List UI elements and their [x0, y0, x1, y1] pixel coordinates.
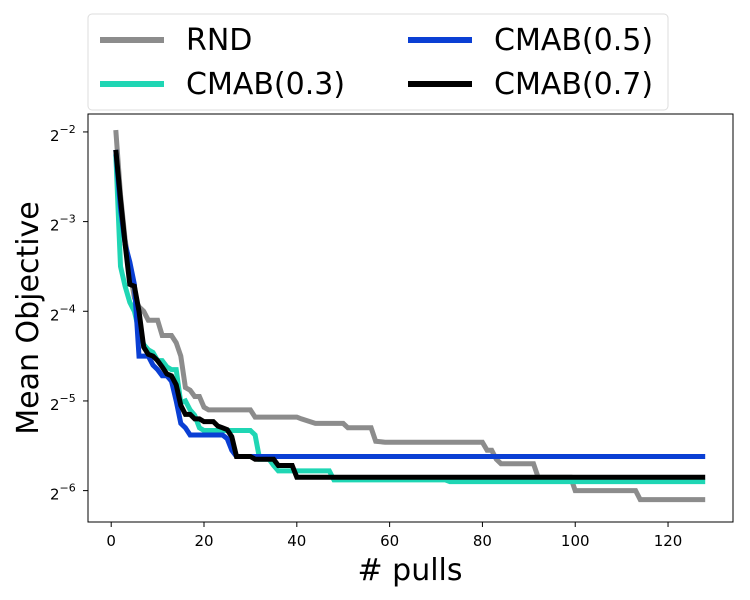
x-tick-label: 20 — [194, 532, 213, 550]
x-axis: 0 20 40 60 80 100 120 # pulls — [106, 522, 682, 588]
y-tick-label: 2−6 — [50, 482, 76, 504]
y-tick-label: 2−4 — [50, 302, 76, 324]
y-tick-base: 2 — [50, 306, 60, 324]
series-line-cmab-0-7 — [113, 149, 706, 480]
legend-label-cmab-0-3: CMAB(0.3) — [186, 67, 345, 102]
series-group — [113, 129, 706, 503]
y-tick-exponent: −3 — [60, 213, 76, 226]
y-axis-title: Mean Objective — [11, 201, 46, 435]
legend-frame — [87, 13, 669, 111]
x-tick-label: 80 — [473, 532, 492, 550]
x-tick-label: 0 — [106, 532, 116, 550]
x-tick-label: 120 — [654, 532, 683, 550]
y-tick-label: 2−3 — [50, 213, 76, 235]
y-tick-base: 2 — [50, 396, 60, 414]
series-line-rnd — [113, 129, 706, 503]
x-axis-title: # pulls — [357, 553, 462, 588]
y-tick-base: 2 — [50, 127, 60, 145]
y-tick-label: 2−5 — [50, 392, 76, 414]
x-tick-label: 40 — [287, 532, 306, 550]
legend-label-cmab-0-7: CMAB(0.7) — [494, 67, 653, 102]
y-tick-exponent: −6 — [60, 482, 76, 495]
y-tick-exponent: −2 — [60, 123, 76, 136]
x-tick-label: 60 — [380, 532, 399, 550]
legend: RND CMAB(0.3) CMAB(0.5) CMAB(0.7) — [87, 13, 669, 111]
y-tick-base: 2 — [50, 217, 60, 235]
y-tick-label: 2−2 — [50, 123, 76, 145]
legend-label-cmab-0-5: CMAB(0.5) — [494, 23, 653, 58]
y-tick-exponent: −5 — [60, 392, 76, 405]
legend-label-rnd: RND — [186, 23, 252, 58]
y-axis: 2−2 2−3 2−4 2−5 2−6 Mean Objective — [11, 123, 88, 504]
y-tick-base: 2 — [50, 486, 60, 504]
x-tick-label: 100 — [561, 532, 590, 550]
plot-area — [87, 113, 734, 523]
y-tick-exponent: −4 — [60, 302, 76, 315]
